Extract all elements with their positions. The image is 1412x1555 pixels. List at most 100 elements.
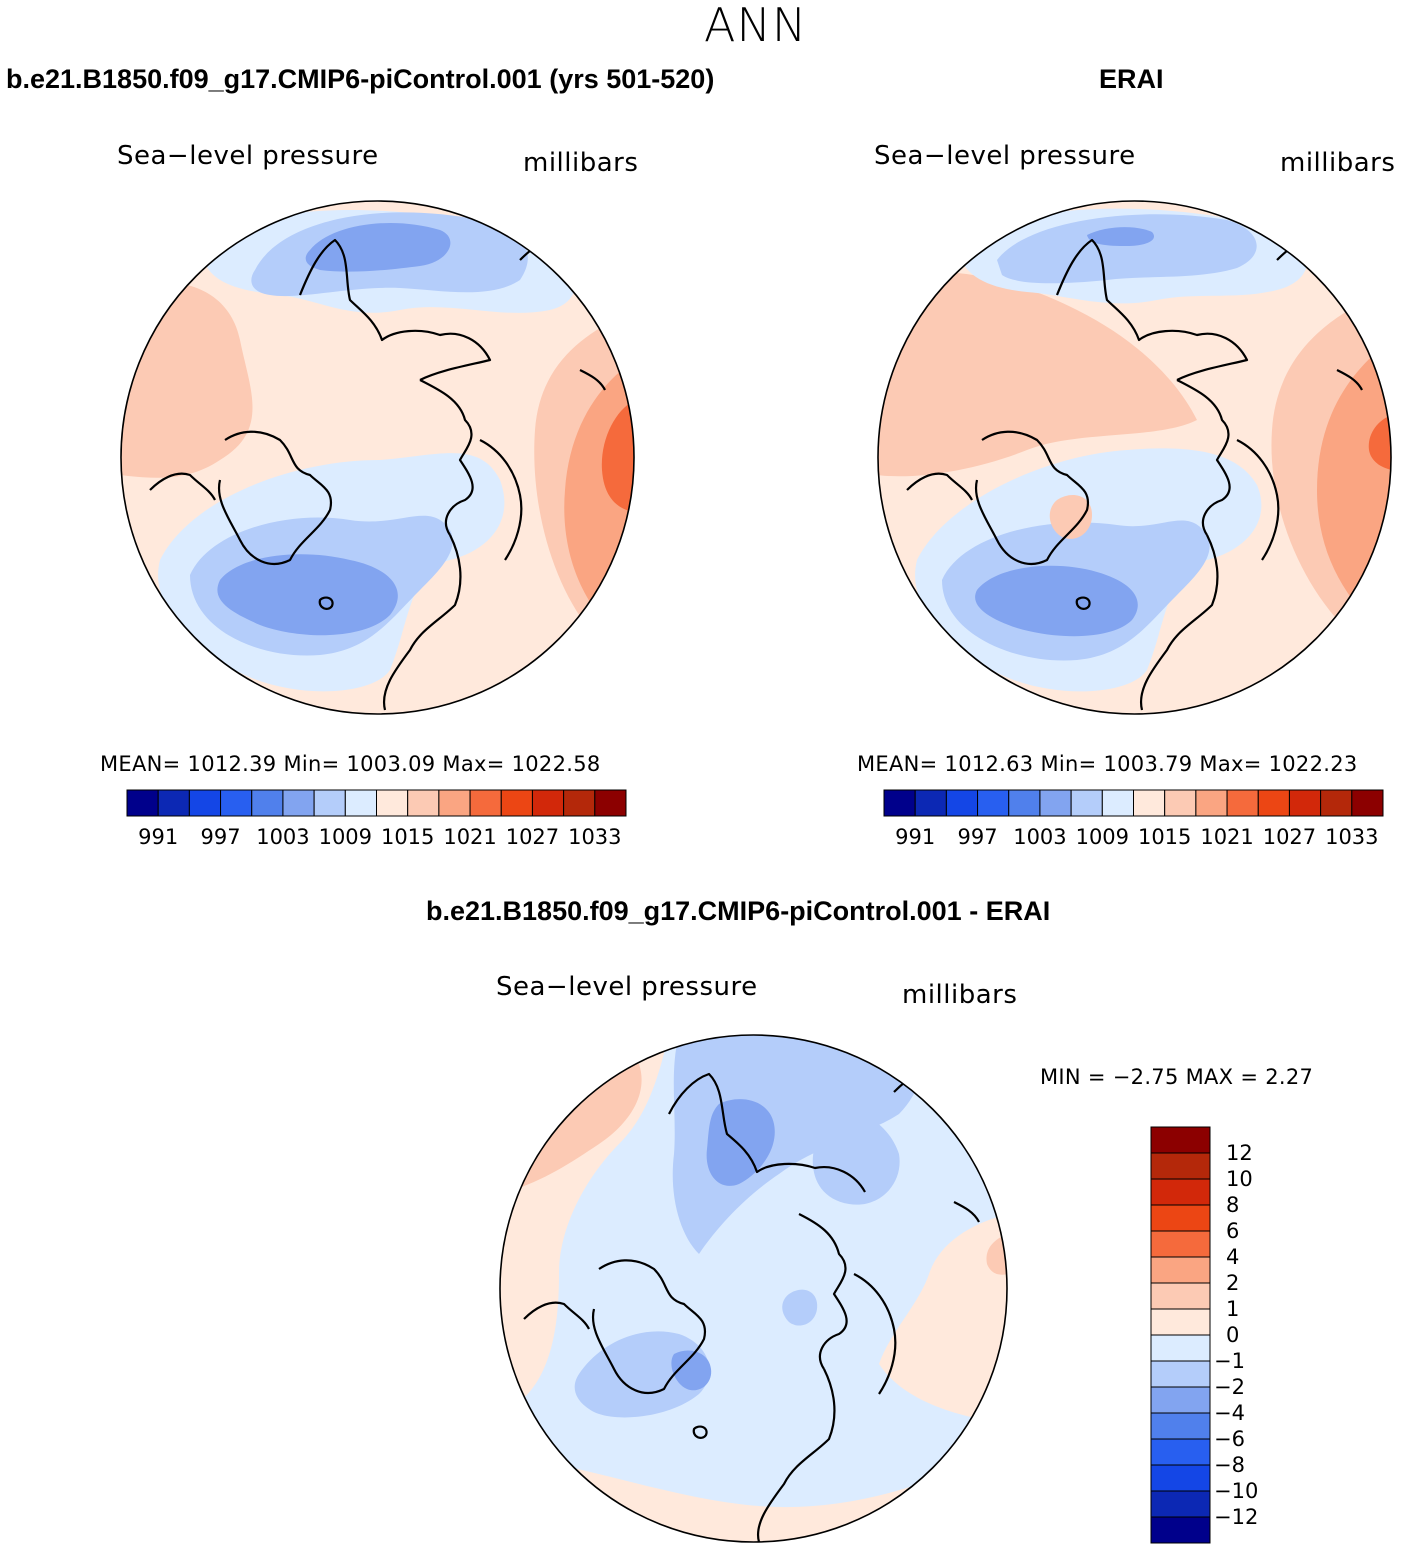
panel1-variable-label: Sea−level pressure bbox=[117, 141, 379, 171]
panel2-colorbar: 991 997 1003 1009 1015 1021 1027 1033 bbox=[883, 789, 1384, 849]
panel3-colorbar-box bbox=[1150, 1152, 1211, 1180]
panel3-contour-positive-bottom-core bbox=[500, 1510, 649, 1542]
panel3-colorbar-box bbox=[1150, 1256, 1211, 1284]
panel2-colorbar-tick-label: 991 bbox=[895, 825, 935, 849]
panel2-colorbar-tick-label: 1003 bbox=[1013, 825, 1066, 849]
panel3-colorbar-tick-label: 1 bbox=[1226, 1297, 1239, 1321]
panel1-colorbar-box bbox=[313, 789, 346, 817]
panel3-colorbar-box bbox=[1150, 1126, 1211, 1154]
panel1-contour-icelandic-low bbox=[305, 222, 451, 272]
panel1-colorbar-box bbox=[188, 789, 222, 817]
panel3-contour-negative-middle bbox=[782, 1289, 818, 1326]
panel2-colorbar-box bbox=[1008, 789, 1041, 817]
panel2-colorbar-box bbox=[1320, 789, 1353, 817]
panel1-colorbar: 991 997 1003 1009 1015 1021 1027 1033 bbox=[126, 789, 627, 849]
panel2-contour-greenland-high bbox=[1049, 495, 1092, 539]
panel2-colorbar-box bbox=[1226, 789, 1259, 817]
panel1-colorbar-box bbox=[282, 789, 315, 817]
panel1-colorbar-tick-label: 1021 bbox=[443, 825, 496, 849]
panel1-colorbar-tick-label: 1015 bbox=[381, 825, 434, 849]
panel2-colorbar-box bbox=[1133, 789, 1166, 817]
panel2-contour-icelandic-low bbox=[1087, 227, 1155, 246]
panel3-units-label: millibars bbox=[902, 980, 1018, 1010]
panel3-map bbox=[499, 1034, 1008, 1543]
panel1-colorbar-box bbox=[469, 789, 502, 817]
panel3-colorbar-box bbox=[1150, 1308, 1211, 1336]
panel2-colorbar-tick-label: 997 bbox=[958, 825, 998, 849]
panel3-map-border bbox=[499, 1034, 1008, 1543]
panel2-colorbar-box bbox=[1101, 789, 1134, 817]
panel1-colorbar-box bbox=[220, 789, 253, 817]
panel3-colorbar-tick-label: 10 bbox=[1226, 1167, 1253, 1191]
panel3-colorbar-tick-label: −8 bbox=[1214, 1453, 1245, 1477]
panel1-colorbar-box bbox=[563, 789, 596, 817]
panel3-colorbar-box bbox=[1150, 1490, 1211, 1518]
panel2-colorbar-box bbox=[977, 789, 1010, 817]
panel3-contour-negative-right bbox=[812, 1111, 900, 1205]
panel2-colorbar-tick-label: 1009 bbox=[1076, 825, 1129, 849]
panel2-colorbar-tick-label: 1027 bbox=[1263, 825, 1316, 849]
panel2-colorbar-box bbox=[1288, 789, 1322, 817]
panel3-contour-negative-top bbox=[672, 1035, 923, 1254]
panel2-coastlines bbox=[906, 235, 1363, 711]
panel1-colorbar-box bbox=[126, 789, 159, 817]
panel3-colorbar-tick-label: −1 bbox=[1214, 1349, 1245, 1373]
panel1-units-label: millibars bbox=[523, 148, 639, 178]
panel3-colorbar-box bbox=[1150, 1230, 1211, 1258]
panel3-colorbar-tick-label: −12 bbox=[1214, 1505, 1258, 1529]
panel1-colorbar-box bbox=[407, 789, 440, 817]
panel2-map-border bbox=[877, 200, 1392, 715]
panel1-colorbar-box bbox=[531, 789, 565, 817]
panel2-colorbar-box bbox=[883, 789, 916, 817]
panel1-colorbar-box bbox=[438, 789, 471, 817]
panel1-contour-aleutian-low-core bbox=[217, 554, 398, 636]
panel3-colorbar-box bbox=[1150, 1412, 1211, 1440]
panel2-colorbar-tick-label: 1033 bbox=[1325, 825, 1378, 849]
panel2-stats: MEAN= 1012.63 Min= 1003.79 Max= 1022.23 bbox=[857, 752, 1358, 776]
panel3-colorbar-tick-label: −2 bbox=[1214, 1375, 1245, 1399]
panel2-colorbar-box bbox=[1070, 789, 1103, 817]
panel3-contour-negative-left bbox=[574, 1331, 710, 1418]
panel3-colorbar-tick-label: −6 bbox=[1214, 1427, 1245, 1451]
panel3-contour-negative-left-core bbox=[671, 1350, 712, 1391]
figure-suptitle: ANN bbox=[704, 0, 808, 52]
panel3-title: b.e21.B1850.f09_g17.CMIP6-piControl.001 … bbox=[426, 896, 1051, 926]
panel1-colorbar-tick-label: 1033 bbox=[568, 825, 621, 849]
panel2-colorbar-tick-label: 1015 bbox=[1138, 825, 1191, 849]
panel1-colorbar-box bbox=[251, 789, 284, 817]
panel2-contour-aleutian-low-core bbox=[975, 565, 1138, 637]
panel1-colorbar-box bbox=[500, 789, 533, 817]
panel3-contour-positive-right bbox=[879, 1214, 1007, 1424]
panel2-variable-label: Sea−level pressure bbox=[874, 141, 1136, 171]
panel1-map-border bbox=[120, 200, 635, 715]
panel3-colorbar-tick-label: 8 bbox=[1226, 1193, 1239, 1217]
panel2-contour-pacific-max bbox=[1368, 415, 1391, 470]
panel1-colorbar-tick-label: 997 bbox=[201, 825, 241, 849]
panel2-colorbar-box bbox=[1351, 789, 1384, 817]
panel1-contour-pacific-max bbox=[601, 400, 634, 512]
panel1-contour-beaufort-high bbox=[303, 346, 422, 417]
panel2-colorbar-box bbox=[1257, 789, 1290, 817]
panel2-units-label: millibars bbox=[1280, 148, 1396, 178]
panel3-variable-label: Sea−level pressure bbox=[496, 972, 758, 1002]
panel3-colorbar-box bbox=[1150, 1334, 1211, 1362]
panel3-colorbar-box bbox=[1150, 1516, 1211, 1544]
panel3-colorbar-box bbox=[1150, 1464, 1211, 1492]
panel1-colorbar-box bbox=[594, 789, 627, 817]
panel3-stats: MIN = −2.75 MAX = 2.27 bbox=[1040, 1065, 1314, 1089]
panel2-colorbar-box bbox=[914, 789, 947, 817]
panel1-colorbar-box bbox=[157, 789, 190, 817]
panel1-colorbar-tick-label: 991 bbox=[138, 825, 178, 849]
panel3-colorbar-box bbox=[1150, 1282, 1211, 1310]
panel3-colorbar-tick-label: 12 bbox=[1226, 1141, 1253, 1165]
panel3-colorbar-box bbox=[1150, 1386, 1211, 1414]
panel2-title: ERAI bbox=[1099, 64, 1164, 94]
panel1-colorbar-tick-label: 1009 bbox=[319, 825, 372, 849]
panel2-contour-siberia-high bbox=[878, 271, 1197, 477]
panel1-stats: MEAN= 1012.39 Min= 1003.09 Max= 1022.58 bbox=[100, 752, 601, 776]
panel2-colorbar-tick-label: 1021 bbox=[1200, 825, 1253, 849]
panel3-colorbar-box bbox=[1150, 1204, 1211, 1232]
panel3-colorbar-tick-label: −4 bbox=[1214, 1401, 1245, 1425]
panel1-map bbox=[120, 200, 635, 715]
